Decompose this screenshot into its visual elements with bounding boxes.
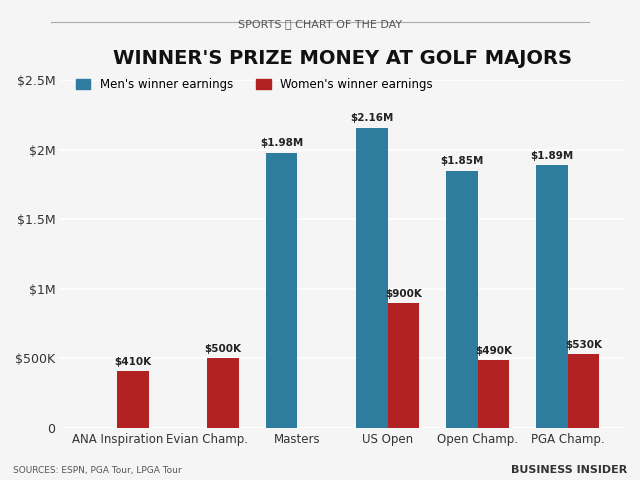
Bar	[536, 165, 568, 428]
Text: $410K: $410K	[115, 357, 152, 367]
Bar	[568, 354, 599, 428]
Bar	[446, 171, 477, 428]
Bar	[117, 371, 148, 428]
Text: SPORTS ⛳ CHART OF THE DAY: SPORTS ⛳ CHART OF THE DAY	[238, 19, 402, 29]
Text: $1.85M: $1.85M	[440, 156, 484, 167]
Bar	[207, 359, 239, 428]
Bar	[388, 303, 419, 428]
Text: $1.89M: $1.89M	[531, 151, 573, 161]
Title: WINNER'S PRIZE MONEY AT GOLF MAJORS: WINNER'S PRIZE MONEY AT GOLF MAJORS	[113, 48, 572, 68]
Text: $900K: $900K	[385, 288, 422, 299]
Text: $2.16M: $2.16M	[350, 113, 394, 123]
Text: $530K: $530K	[565, 340, 602, 350]
Text: BUSINESS INSIDER: BUSINESS INSIDER	[511, 465, 627, 475]
Bar	[266, 153, 298, 428]
Text: SOURCES: ESPN, PGA Tour, LPGA Tour: SOURCES: ESPN, PGA Tour, LPGA Tour	[13, 466, 181, 475]
Text: $1.98M: $1.98M	[260, 138, 303, 148]
Text: $490K: $490K	[475, 346, 512, 356]
Text: $500K: $500K	[205, 344, 241, 354]
Bar	[477, 360, 509, 428]
Legend: Men's winner earnings, Women's winner earnings: Men's winner earnings, Women's winner ea…	[71, 73, 437, 96]
Bar	[356, 128, 388, 428]
